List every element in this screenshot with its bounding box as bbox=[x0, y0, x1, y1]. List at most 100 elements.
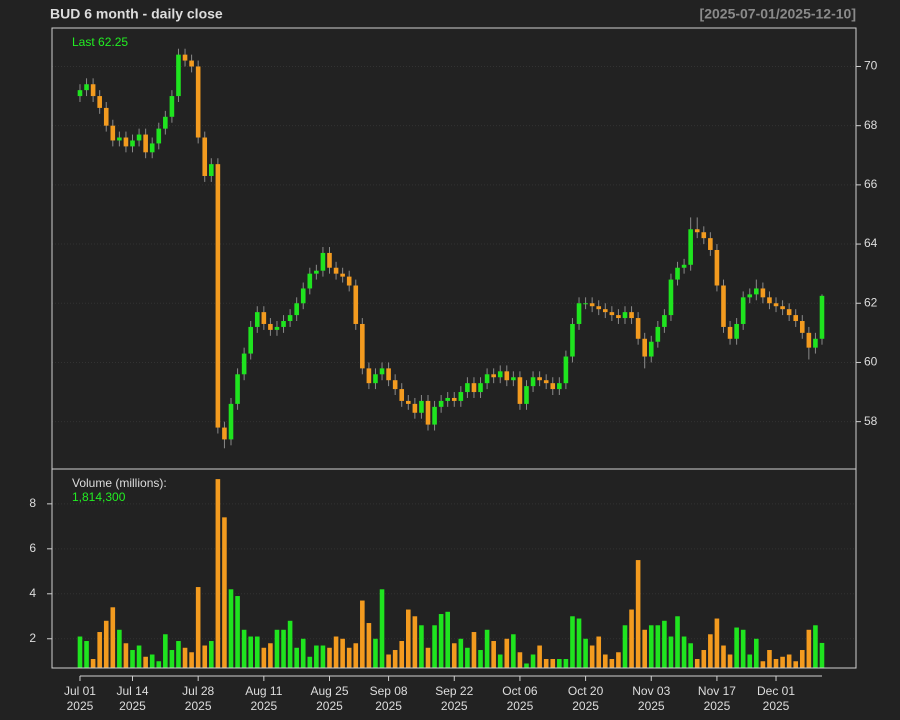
candle-body bbox=[405, 400, 411, 404]
candle-body bbox=[662, 315, 667, 327]
candle-body bbox=[333, 267, 339, 274]
volume-bar bbox=[530, 654, 536, 668]
volume-bar bbox=[458, 638, 464, 668]
volume-bar bbox=[813, 625, 818, 668]
volume-bar bbox=[688, 643, 693, 668]
volume-bar bbox=[635, 560, 641, 668]
volume-bar bbox=[333, 636, 339, 668]
y-tick-label: 62 bbox=[864, 295, 878, 309]
volume-bar bbox=[163, 634, 168, 668]
volume-bar bbox=[504, 638, 510, 668]
volume-bar bbox=[156, 661, 162, 668]
volume-bar bbox=[254, 636, 260, 668]
x-tick-label: Jul 01 2025 bbox=[63, 684, 96, 713]
candle-body bbox=[511, 377, 516, 381]
x-tick-label: Jul 28 2025 bbox=[182, 684, 215, 713]
candle-body bbox=[281, 321, 286, 327]
candle-body bbox=[97, 96, 102, 108]
volume-bar bbox=[557, 659, 562, 668]
candle-body bbox=[195, 66, 201, 138]
volume-bar bbox=[97, 632, 102, 668]
candle-body bbox=[478, 383, 483, 393]
candle-body bbox=[268, 323, 273, 330]
candle-body bbox=[300, 288, 306, 304]
candle-body bbox=[465, 383, 470, 393]
candle-body bbox=[721, 285, 726, 327]
candle-body bbox=[215, 164, 221, 428]
volume-bar bbox=[780, 656, 785, 668]
candle-body bbox=[103, 107, 109, 126]
candle-body bbox=[655, 326, 661, 342]
volume-bar bbox=[110, 607, 116, 668]
y-tick-label: 4 bbox=[29, 586, 36, 600]
candle-body bbox=[799, 321, 805, 333]
volume-bar bbox=[609, 659, 615, 668]
last-price: Last 62.25 bbox=[72, 35, 128, 49]
candle-body bbox=[524, 386, 529, 404]
volume-bar bbox=[727, 654, 733, 668]
candle-body bbox=[241, 353, 247, 375]
candle-body bbox=[491, 374, 496, 378]
volume-bar bbox=[616, 652, 621, 668]
candle-body bbox=[445, 397, 450, 401]
volume-bar bbox=[294, 647, 299, 668]
volume-bar bbox=[195, 587, 201, 668]
candle-body bbox=[117, 137, 122, 141]
candle-body bbox=[248, 326, 254, 354]
volume-bar bbox=[90, 659, 96, 668]
candle-body bbox=[163, 116, 168, 129]
volume-bar bbox=[806, 629, 812, 668]
volume-bar bbox=[465, 647, 470, 668]
volume-bar bbox=[130, 650, 135, 668]
volume-bar bbox=[405, 609, 411, 668]
candle-body bbox=[438, 400, 444, 407]
candle-body bbox=[451, 397, 457, 401]
volume-bar bbox=[793, 661, 799, 668]
volume-bar bbox=[136, 645, 142, 668]
volume-bar bbox=[235, 596, 240, 668]
volume-bar bbox=[274, 629, 280, 668]
candle-body bbox=[694, 229, 700, 233]
last-volume: 1,814,300 bbox=[72, 490, 126, 504]
volume-bar bbox=[786, 654, 792, 668]
volume-bar bbox=[740, 629, 746, 668]
volume-bar bbox=[583, 638, 588, 668]
volume-bar bbox=[675, 616, 680, 668]
candle-body bbox=[360, 323, 365, 369]
volume-bar bbox=[77, 636, 83, 668]
candle-body bbox=[353, 285, 359, 324]
candle-body bbox=[688, 229, 693, 265]
volume-bar bbox=[340, 638, 345, 668]
volume-bar bbox=[708, 634, 713, 668]
volume-bar bbox=[445, 611, 450, 668]
volume-bar bbox=[307, 656, 313, 668]
volume-bar bbox=[320, 645, 326, 668]
candle-body bbox=[77, 90, 83, 97]
volume-bar bbox=[517, 652, 523, 668]
candle-body bbox=[123, 137, 129, 147]
candle-body bbox=[734, 323, 739, 339]
volume-bar bbox=[379, 589, 385, 668]
candle-body bbox=[392, 380, 398, 390]
candle-body bbox=[517, 377, 523, 404]
volume-bar bbox=[438, 614, 444, 668]
candle-body bbox=[622, 312, 628, 319]
candle-body bbox=[609, 312, 615, 316]
volume-bar bbox=[287, 620, 293, 668]
volume-bar bbox=[543, 659, 549, 668]
volume-bar bbox=[701, 650, 707, 668]
candle-body bbox=[740, 297, 746, 324]
candle-body bbox=[675, 267, 680, 280]
candle-body bbox=[222, 427, 227, 440]
candle-body bbox=[635, 318, 641, 339]
x-tick-label: Aug 11 2025 bbox=[245, 684, 283, 713]
y-tick-label: 8 bbox=[29, 496, 36, 510]
candle-body bbox=[156, 128, 162, 144]
candle-body bbox=[182, 54, 188, 61]
candle-body bbox=[754, 288, 759, 295]
volume-bar bbox=[117, 629, 122, 668]
candle-body bbox=[254, 312, 260, 327]
volume-bar bbox=[570, 616, 575, 668]
volume-bar bbox=[799, 650, 805, 668]
